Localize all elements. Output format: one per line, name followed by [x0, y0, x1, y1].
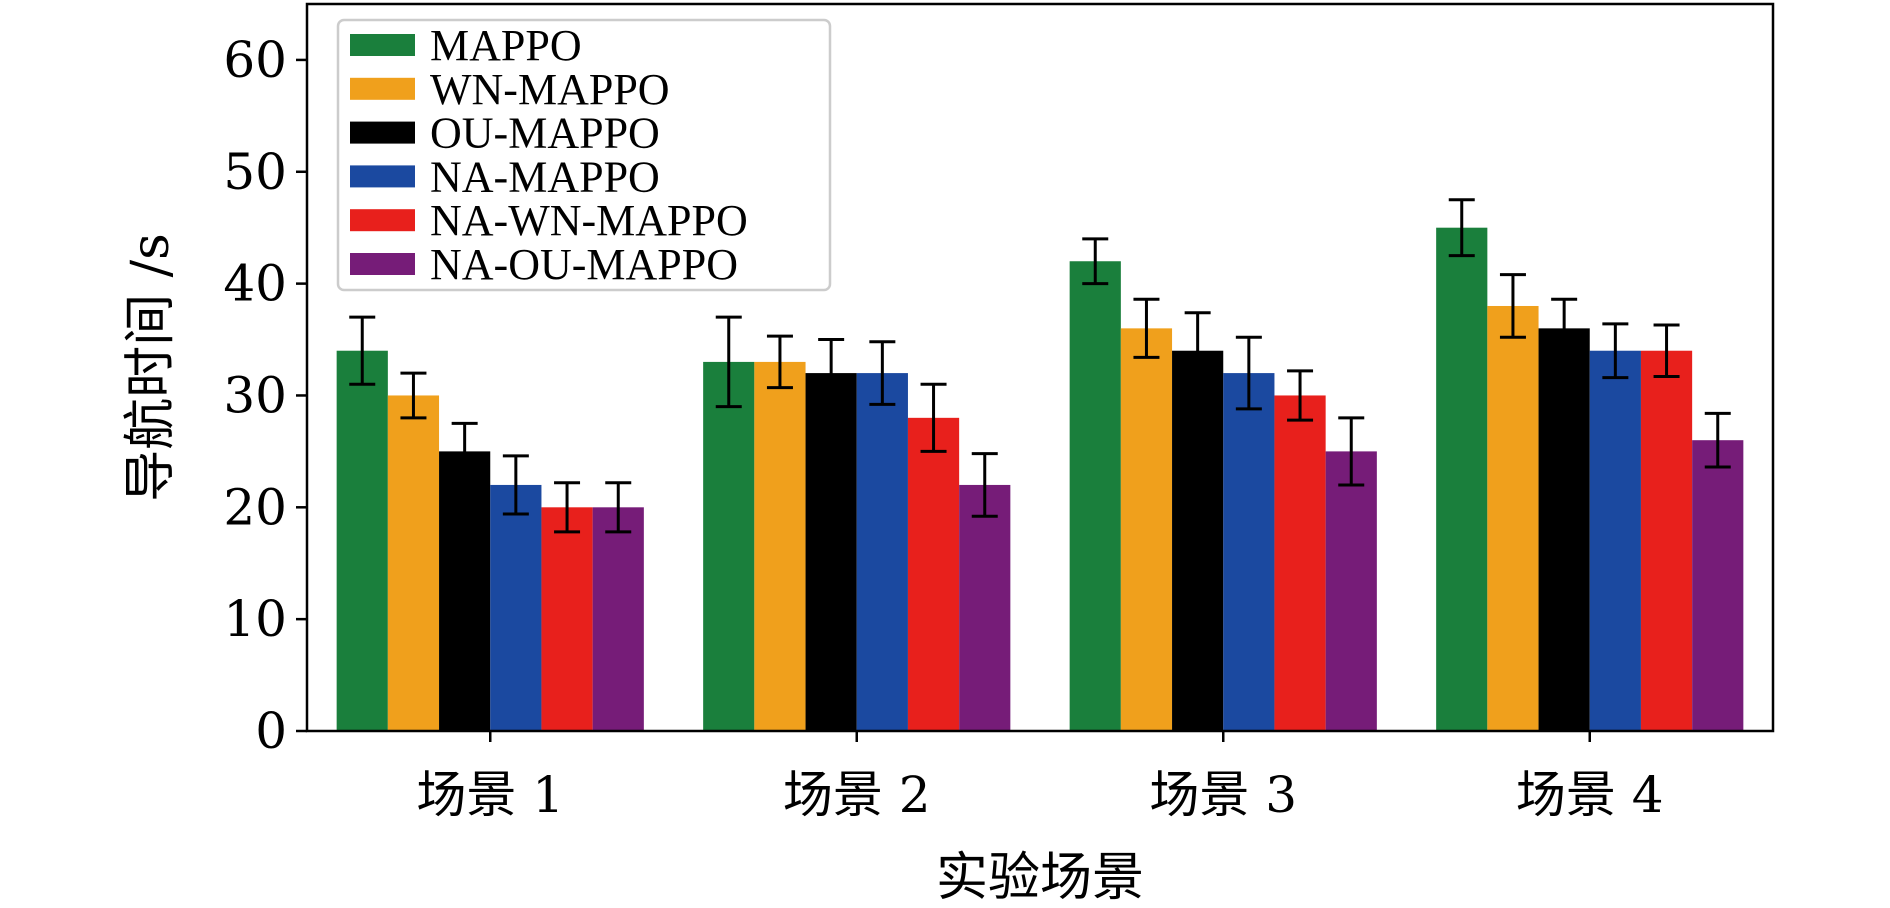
- error-bar: [451, 421, 478, 481]
- error-bar: [1287, 369, 1314, 422]
- error-bar: [1704, 411, 1731, 469]
- error-bar: [920, 382, 947, 453]
- y-tick-label: 30: [223, 366, 287, 424]
- y-tick-label: 50: [223, 143, 287, 201]
- error-bar: [502, 454, 529, 516]
- bar: [805, 373, 857, 731]
- error-bar: [1602, 322, 1629, 380]
- bar: [1274, 395, 1326, 731]
- y-tick-label: 10: [223, 590, 287, 648]
- error-bar: [766, 334, 793, 390]
- legend-swatch: [350, 121, 415, 144]
- error-bar: [605, 481, 632, 534]
- bar: [1436, 227, 1488, 731]
- legend-label: NA-WN-MAPPO: [430, 196, 748, 245]
- y-tick-label: 60: [223, 31, 287, 89]
- plot-frame: [305, 2, 1775, 733]
- y-axis: 0 10 20 30 40 50 60: [223, 31, 307, 760]
- legend-label: NA-MAPPO: [430, 152, 660, 201]
- error-bar: [1184, 311, 1211, 391]
- bar: [1325, 451, 1377, 731]
- bar: [439, 451, 491, 731]
- bar: [703, 361, 755, 731]
- x-axis: 场景 1 场景 2 场景 3 场景 4: [416, 731, 1664, 824]
- legend-box: [336, 18, 832, 292]
- error-bar: [869, 340, 896, 406]
- legend-swatch: [350, 77, 415, 100]
- x-tick-label: 场景 1: [416, 766, 564, 824]
- bar: [1172, 350, 1224, 731]
- bar: [387, 395, 440, 731]
- error-bar: [1499, 273, 1526, 339]
- error-bar: [400, 371, 427, 420]
- bar: [959, 484, 1011, 731]
- x-tick-label: 场景 4: [1516, 766, 1664, 824]
- bar: [856, 373, 908, 731]
- x-tick-label: 场景 3: [1149, 766, 1297, 824]
- bar: [1120, 328, 1173, 731]
- bars-layer: [336, 227, 1744, 731]
- error-bar: [1338, 416, 1365, 487]
- bar: [541, 507, 593, 731]
- bar: [490, 484, 542, 731]
- bar: [1538, 328, 1590, 731]
- error-bar: [715, 315, 742, 409]
- bar: [1640, 350, 1693, 731]
- error-bar: [1235, 335, 1262, 411]
- legend-label: NA-OU-MAPPO: [430, 240, 738, 289]
- bar: [1589, 350, 1641, 731]
- error-bar: [349, 315, 376, 386]
- y-tick-label: 0: [255, 702, 287, 760]
- legend-swatch: [350, 209, 415, 232]
- bar: [592, 507, 644, 731]
- legend: MAPPOWN-MAPPOOU-MAPPONA-MAPPONA-WN-MAPPO…: [336, 18, 832, 292]
- legend-label: OU-MAPPO: [430, 109, 660, 158]
- bar: [907, 417, 960, 731]
- bar: [1692, 440, 1744, 731]
- bar: [336, 350, 388, 731]
- error-bar: [818, 338, 845, 409]
- legend-label: WN-MAPPO: [430, 65, 670, 114]
- bar: [1223, 373, 1275, 731]
- legend-label: MAPPO: [430, 21, 582, 70]
- error-bars-layer: [349, 198, 1731, 534]
- x-tick-label: 场景 2: [783, 766, 931, 824]
- error-bar: [1133, 297, 1160, 359]
- y-axis-label: 导航时间 /s: [121, 233, 181, 502]
- error-bar: [1551, 297, 1578, 359]
- legend-swatch: [350, 253, 415, 275]
- error-bar: [1653, 323, 1680, 378]
- error-bar: [1082, 237, 1109, 286]
- error-bar: [971, 452, 998, 518]
- bar: [1069, 261, 1121, 731]
- y-tick-label: 40: [223, 255, 287, 313]
- y-tick-label: 20: [223, 478, 287, 536]
- bar: [1487, 305, 1539, 731]
- legend-swatch: [350, 165, 415, 188]
- error-bar: [554, 481, 581, 534]
- error-bar: [1448, 198, 1475, 258]
- x-axis-label: 实验场景: [936, 848, 1144, 908]
- legend-swatch: [350, 34, 415, 56]
- bar: [754, 361, 806, 731]
